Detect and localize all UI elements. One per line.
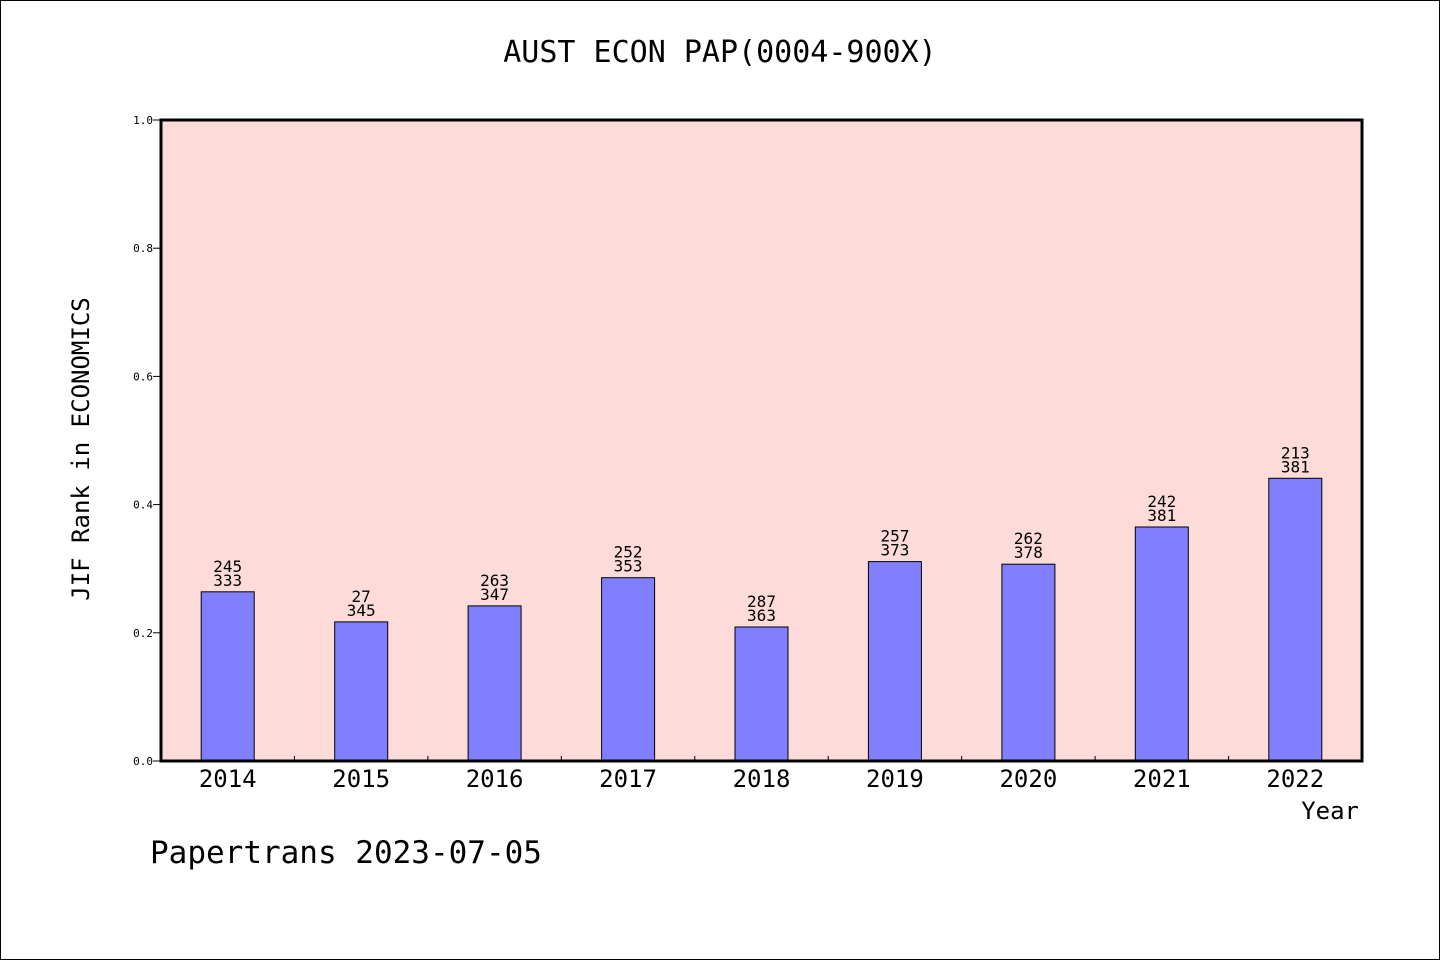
x-tick-label: 2016 [466,765,524,793]
bar-label-rank: 252 [614,543,643,562]
x-tick-label: 2022 [1266,765,1324,793]
bar-label-rank: 245 [213,557,242,576]
plot-frame [159,118,1364,763]
x-tick-label: 2021 [1133,765,1191,793]
bar-label-rank: 242 [1147,492,1176,511]
bar [467,605,522,762]
y-tick-label: 0.2 [133,627,153,640]
bar [1001,563,1056,762]
x-tick-label: 2018 [733,765,791,793]
bar-label-total: 378 [1014,543,1043,562]
bar [1134,526,1189,762]
y-tick-label: 1.0 [133,114,153,127]
bar-label-total: 333 [213,571,242,590]
bar-label-rank: 257 [880,527,909,546]
bar-label-total: 345 [347,601,376,620]
bar-label-rank: 27 [352,587,371,606]
bar [601,577,656,762]
bar [334,621,389,762]
bar-label-rank: 263 [480,571,509,590]
x-tick-label: 2015 [332,765,390,793]
y-tick-label: 0.8 [133,242,153,255]
y-tick-label: 0.6 [133,370,153,383]
x-axis-title: Year [1301,797,1359,825]
chart-title: AUST ECON PAP(0004-900X) [503,35,937,70]
y-tick-label: 0.0 [133,755,153,768]
bar-label-rank: 213 [1281,443,1310,462]
y-tick-label: 0.4 [133,499,153,512]
footer-note: Papertrans 2023-07-05 [150,835,542,871]
bar-label-total: 381 [1147,506,1176,525]
bar-label-total: 363 [747,606,776,625]
bar-label-total: 347 [480,585,509,604]
bar [734,626,789,762]
x-tick-label: 2020 [999,765,1057,793]
x-tick-label: 2019 [866,765,924,793]
bar-label-total: 373 [880,541,909,560]
x-tick-label: 2017 [599,765,657,793]
bar-label-total: 381 [1281,457,1310,476]
bar-label-total: 353 [614,557,643,576]
bar [867,561,922,762]
bar [200,591,255,762]
bar [1268,477,1323,762]
x-tick-label: 2014 [199,765,257,793]
bar-label-rank: 287 [747,592,776,611]
bar-label-rank: 262 [1014,529,1043,548]
